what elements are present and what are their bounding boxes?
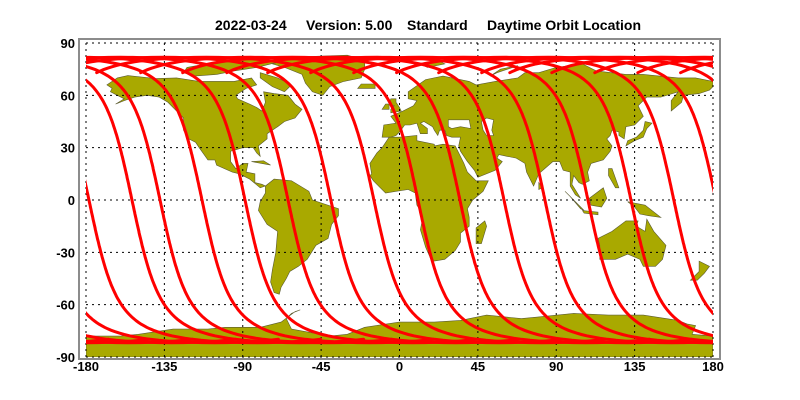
graticule xyxy=(85,42,714,358)
orbit-track xyxy=(266,55,713,345)
orbit-track xyxy=(0,57,65,342)
y-axis-ticks: 90 60 30 0 -30 -60 -90 xyxy=(56,36,75,365)
landmass-sumatra xyxy=(564,191,585,211)
orbit-track xyxy=(0,57,23,342)
y-tick-label: 90 xyxy=(61,36,75,51)
landmass-japan xyxy=(625,121,653,147)
orbit-track xyxy=(86,64,394,345)
orbit-track xyxy=(181,55,693,345)
landmass-africa xyxy=(369,135,489,262)
y-tick-label: 30 xyxy=(61,141,75,156)
y-tick-label: 60 xyxy=(61,88,75,103)
x-tick-label: 180 xyxy=(702,359,724,374)
orbit-track xyxy=(86,179,323,345)
landmass-new-zealand xyxy=(689,260,710,281)
y-tick-label: -60 xyxy=(56,298,75,313)
orbit-track xyxy=(86,55,564,345)
x-tick-label: 45 xyxy=(471,359,485,374)
landmass-cuba xyxy=(251,160,271,166)
water-black-sea xyxy=(447,119,472,129)
orbit-track xyxy=(95,55,607,345)
orbit-track xyxy=(139,55,652,345)
landmass-north-america xyxy=(106,75,303,189)
title-date: 2022-03-24 xyxy=(215,17,287,33)
landmass-iceland xyxy=(357,83,376,89)
orbit-tracks-layer xyxy=(0,55,800,345)
orbit-track xyxy=(86,55,479,345)
land-layer xyxy=(86,54,713,357)
x-tick-label: 90 xyxy=(549,359,563,374)
landmass-baffin xyxy=(259,72,293,93)
landmass-antarctica xyxy=(86,309,713,357)
orbit-track xyxy=(352,55,713,338)
title-version: Version: 5.00 xyxy=(306,17,393,33)
landmass-eurasia xyxy=(381,63,713,199)
y-tick-label: 0 xyxy=(68,193,75,208)
orbit-track xyxy=(437,55,713,194)
landmass-madagascar xyxy=(475,220,487,244)
x-axis-ticks: -180 -135 -90 -45 0 45 90 135 180 xyxy=(73,359,724,374)
figure-title: 2022-03-24 Version: 5.00 Standard Daytim… xyxy=(215,17,641,33)
orbit-track xyxy=(225,55,713,345)
orbit-track xyxy=(309,55,713,343)
orbit-track xyxy=(395,55,713,316)
x-tick-label: -135 xyxy=(151,359,177,374)
landmass-philippines xyxy=(608,168,620,189)
title-product: Standard xyxy=(407,17,468,33)
orbit-track xyxy=(724,57,800,342)
orbit-track xyxy=(86,55,522,345)
landmass-borneo xyxy=(588,187,608,208)
x-tick-label: -45 xyxy=(312,359,331,374)
x-tick-label: 135 xyxy=(624,359,646,374)
y-tick-label: -90 xyxy=(56,350,75,365)
orbit-track xyxy=(768,57,800,342)
x-tick-label: -90 xyxy=(233,359,252,374)
title-description: Daytime Orbit Location xyxy=(487,17,641,33)
orbit-track xyxy=(86,78,366,345)
orbit-track xyxy=(86,57,436,345)
orbit-track xyxy=(480,55,713,83)
landmass-novaya-zemlya xyxy=(489,65,518,77)
x-tick-label: -180 xyxy=(73,359,99,374)
landmass-south-america xyxy=(258,178,339,295)
x-tick-label: 0 xyxy=(396,359,403,374)
y-tick-label: -30 xyxy=(56,245,75,260)
